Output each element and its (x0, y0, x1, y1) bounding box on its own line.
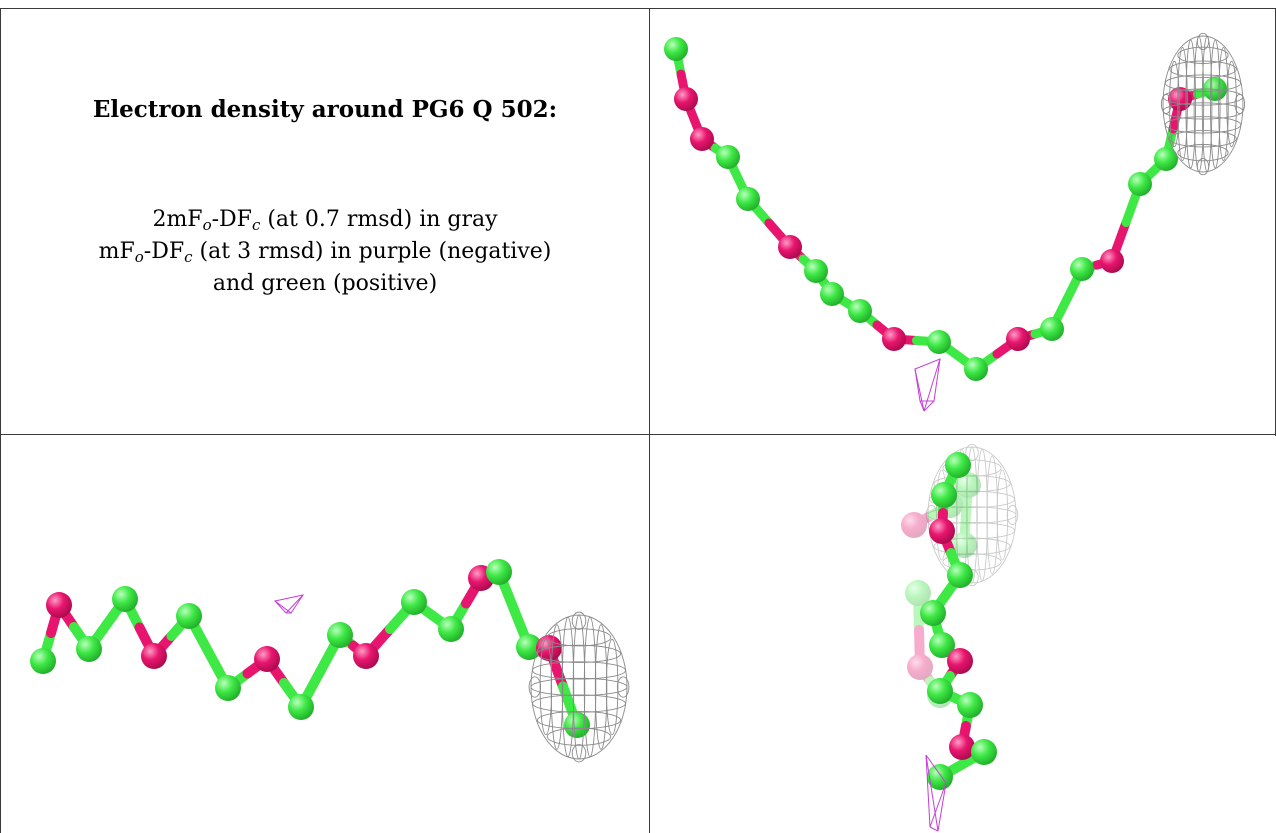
carbon-atom (176, 603, 202, 629)
carbon-atom (516, 634, 542, 660)
carbon-atom (401, 589, 427, 615)
oxygen-atom (254, 646, 280, 672)
density-mesh-negative (925, 754, 947, 832)
oxygen-atom (901, 512, 927, 538)
carbon-atom (1154, 147, 1178, 171)
oxygen-atom (1100, 249, 1124, 273)
molecule-chain (920, 452, 997, 790)
carbon-atom (929, 632, 955, 658)
caption-title: Electron density around PG6 Q 502: (92, 96, 558, 123)
carbon-atom (1070, 257, 1094, 281)
carbon-atom (76, 636, 102, 662)
carbon-atom (905, 580, 931, 606)
carbon-atom (927, 764, 953, 790)
carbon-atom (736, 187, 760, 211)
oxygen-atom (141, 643, 167, 669)
density-mesh-2fofc (1160, 32, 1246, 176)
oxygen-atom (1006, 327, 1030, 351)
caption-line-2fofc: 2mFo-DFc (at 0.7 rmsd) in gray (152, 207, 498, 234)
oxygen-atom (353, 643, 379, 669)
molecule-view-bottom-left (1, 435, 649, 833)
carbon-atom (955, 472, 981, 498)
molecule-view-top-right (650, 9, 1275, 434)
carbon-atom (112, 586, 138, 612)
caption-body: 2mFo-DFc (at 0.7 rmsd) in gray mFo-DFc (… (0, 204, 650, 300)
carbon-atom (920, 600, 946, 626)
molecule-view-bottom-right (650, 435, 1276, 833)
oxygen-atom (949, 734, 975, 760)
density-mesh-negative (273, 594, 305, 614)
carbon-atom (1040, 317, 1064, 341)
molecule-chain (664, 37, 1227, 381)
molecule-render-bottom-right (901, 443, 1019, 832)
caption-cell: Electron density around PG6 Q 502: 2mFo-… (0, 8, 650, 434)
caption-line-positive: and green (positive) (212, 271, 438, 296)
table-left-border (0, 8, 1, 833)
caption-line-fofc: mFo-DFc (at 3 rmsd) in purple (negative) (98, 239, 552, 266)
carbon-atom (664, 37, 688, 61)
density-mesh-2fofc (528, 611, 630, 763)
carbon-atom (30, 648, 56, 674)
oxygen-atom (46, 592, 72, 618)
density-mesh-negative (914, 358, 941, 412)
molecule-render-top-right (664, 32, 1246, 412)
carbon-atom (327, 622, 353, 648)
oxygen-atom (778, 235, 802, 259)
oxygen-atom (947, 648, 973, 674)
carbon-atom (288, 694, 314, 720)
carbon-atom (215, 675, 241, 701)
carbon-atom (971, 739, 997, 765)
molecule-render-bottom-left (30, 559, 630, 763)
carbon-atom (927, 330, 951, 354)
carbon-atom (1128, 172, 1152, 196)
carbon-atom (931, 482, 957, 508)
carbon-atom (804, 259, 828, 283)
carbon-atom (964, 357, 988, 381)
oxygen-atom (929, 518, 955, 544)
molecule-chain (30, 559, 590, 738)
table-row-divider (0, 434, 1276, 435)
table-middle-divider (649, 8, 650, 833)
carbon-atom (438, 616, 464, 642)
carbon-atom (927, 678, 953, 704)
oxygen-atom (674, 87, 698, 111)
carbon-atom (820, 282, 844, 306)
carbon-atom (945, 452, 971, 478)
oxygen-atom (907, 654, 933, 680)
table-top-border (0, 8, 1276, 9)
oxygen-atom (690, 127, 714, 151)
carbon-atom (848, 299, 872, 323)
carbon-atom (947, 562, 973, 588)
oxygen-atom (882, 327, 906, 351)
carbon-atom (951, 532, 977, 558)
carbon-atom (716, 145, 740, 169)
carbon-atom (486, 559, 512, 585)
carbon-atom (957, 692, 983, 718)
